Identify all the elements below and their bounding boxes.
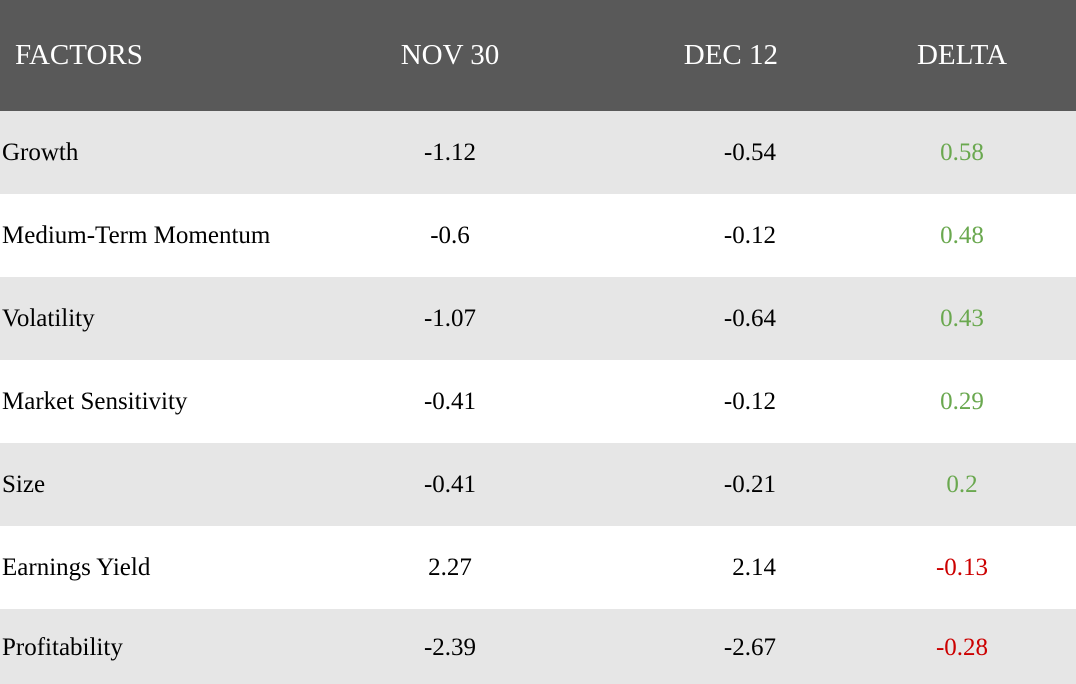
dec12-value: -0.12 (600, 360, 848, 443)
delta-value: -0.28 (848, 609, 1076, 684)
delta-value: 0.43 (848, 277, 1076, 360)
table-row: Market Sensitivity -0.41 -0.12 0.29 (0, 360, 1076, 443)
dec12-value: -0.12 (600, 194, 848, 277)
table-row: Growth -1.12 -0.54 0.58 (0, 111, 1076, 194)
nov30-value: -0.6 (300, 194, 600, 277)
factor-name: Profitability (0, 609, 300, 684)
nov30-value: -0.41 (300, 443, 600, 526)
dec12-value: -2.67 (600, 609, 848, 684)
header-nov-30: NOV 30 (300, 0, 600, 111)
header-factors: FACTORS (0, 0, 300, 111)
delta-value: 0.58 (848, 111, 1076, 194)
factor-name: Volatility (0, 277, 300, 360)
nov30-value: -2.39 (300, 609, 600, 684)
header-dec-12: DEC 12 (600, 0, 848, 111)
delta-value: -0.13 (848, 526, 1076, 609)
dec12-value: -0.54 (600, 111, 848, 194)
header-delta: DELTA (848, 0, 1076, 111)
factor-name: Earnings Yield (0, 526, 300, 609)
nov30-value: -1.12 (300, 111, 600, 194)
table-row: Size -0.41 -0.21 0.2 (0, 443, 1076, 526)
nov30-value: 2.27 (300, 526, 600, 609)
nov30-value: -1.07 (300, 277, 600, 360)
factor-name: Medium-Term Momentum (0, 194, 300, 277)
table-row: Profitability -2.39 -2.67 -0.28 (0, 609, 1076, 684)
delta-value: 0.48 (848, 194, 1076, 277)
table-row: Volatility -1.07 -0.64 0.43 (0, 277, 1076, 360)
table-row: Medium-Term Momentum -0.6 -0.12 0.48 (0, 194, 1076, 277)
delta-value: 0.29 (848, 360, 1076, 443)
table-body: Growth -1.12 -0.54 0.58 Medium-Term Mome… (0, 111, 1076, 684)
table-row: Earnings Yield 2.27 2.14 -0.13 (0, 526, 1076, 609)
nov30-value: -0.41 (300, 360, 600, 443)
factor-name: Growth (0, 111, 300, 194)
dec12-value: -0.21 (600, 443, 848, 526)
dec12-value: -0.64 (600, 277, 848, 360)
factor-name: Market Sensitivity (0, 360, 300, 443)
factor-name: Size (0, 443, 300, 526)
delta-value: 0.2 (848, 443, 1076, 526)
table-header-row: FACTORS NOV 30 DEC 12 DELTA (0, 0, 1076, 111)
dec12-value: 2.14 (600, 526, 848, 609)
